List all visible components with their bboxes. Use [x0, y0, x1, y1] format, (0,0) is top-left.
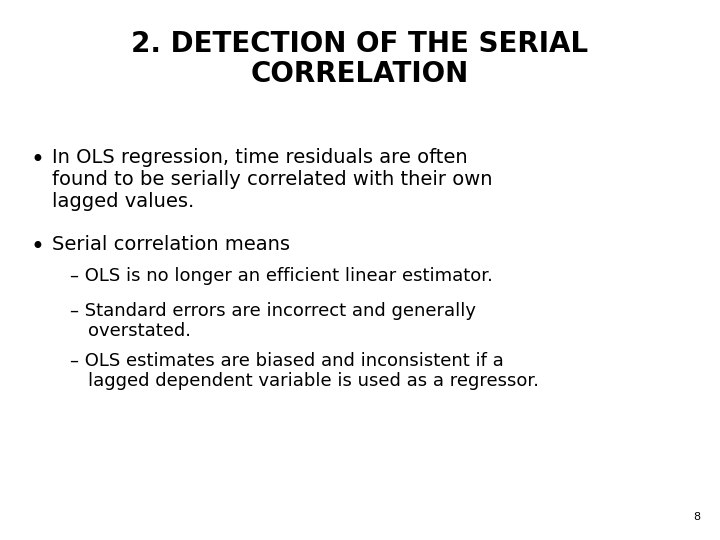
Text: 8: 8 — [693, 512, 700, 522]
Text: – OLS is no longer an efficient linear estimator.: – OLS is no longer an efficient linear e… — [70, 267, 493, 285]
Text: found to be serially correlated with their own: found to be serially correlated with the… — [52, 170, 492, 189]
Text: Serial correlation means: Serial correlation means — [52, 235, 290, 254]
Text: overstated.: overstated. — [88, 322, 191, 340]
Text: – OLS estimates are biased and inconsistent if a: – OLS estimates are biased and inconsist… — [70, 352, 504, 370]
Text: – Standard errors are incorrect and generally: – Standard errors are incorrect and gene… — [70, 302, 476, 320]
Text: In OLS regression, time residuals are often: In OLS regression, time residuals are of… — [52, 148, 467, 167]
Text: •: • — [30, 148, 44, 172]
Text: •: • — [30, 235, 44, 259]
Text: CORRELATION: CORRELATION — [251, 60, 469, 88]
Text: lagged values.: lagged values. — [52, 192, 194, 211]
Text: 2. DETECTION OF THE SERIAL: 2. DETECTION OF THE SERIAL — [132, 30, 588, 58]
Text: lagged dependent variable is used as a regressor.: lagged dependent variable is used as a r… — [88, 372, 539, 390]
